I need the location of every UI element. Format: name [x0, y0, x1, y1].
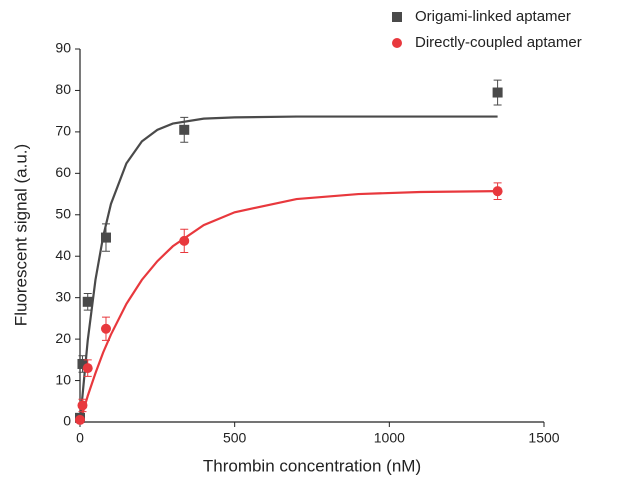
- y-tick-label: 10: [55, 371, 71, 387]
- x-tick-label: 500: [223, 430, 247, 446]
- point: [75, 414, 85, 425]
- legend-label: Directly-coupled aptamer: [415, 34, 582, 51]
- y-tick-label: 80: [55, 81, 71, 97]
- y-axis-title: Fluorescent signal (a.u.): [11, 144, 30, 326]
- point: [492, 186, 503, 197]
- point: [100, 323, 111, 334]
- x-tick-label: 1000: [374, 430, 405, 446]
- y-tick-label: 20: [55, 330, 71, 346]
- y-tick-label: 70: [55, 123, 71, 139]
- x-axis-title: Thrombin concentration (nM): [203, 456, 421, 475]
- x-tick-label: 0: [76, 430, 84, 446]
- x-tick-label: 1500: [528, 430, 559, 446]
- point: [82, 363, 93, 374]
- legend-label: Origami-linked aptamer: [415, 8, 571, 25]
- legend-marker: [392, 12, 402, 22]
- point: [100, 232, 111, 243]
- point: [77, 400, 88, 411]
- point: [179, 124, 190, 135]
- y-tick-label: 90: [55, 40, 71, 56]
- y-tick-label: 40: [55, 247, 71, 263]
- y-tick-label: 60: [55, 164, 71, 180]
- fit-curve: [78, 190, 498, 423]
- legend-marker: [392, 38, 402, 48]
- fit-curve: [78, 115, 498, 423]
- y-tick-label: 30: [55, 288, 71, 304]
- point: [492, 87, 503, 98]
- y-tick-label: 0: [63, 413, 71, 429]
- point: [77, 358, 88, 369]
- point: [179, 235, 190, 246]
- y-tick-label: 50: [55, 205, 71, 221]
- point: [82, 296, 93, 307]
